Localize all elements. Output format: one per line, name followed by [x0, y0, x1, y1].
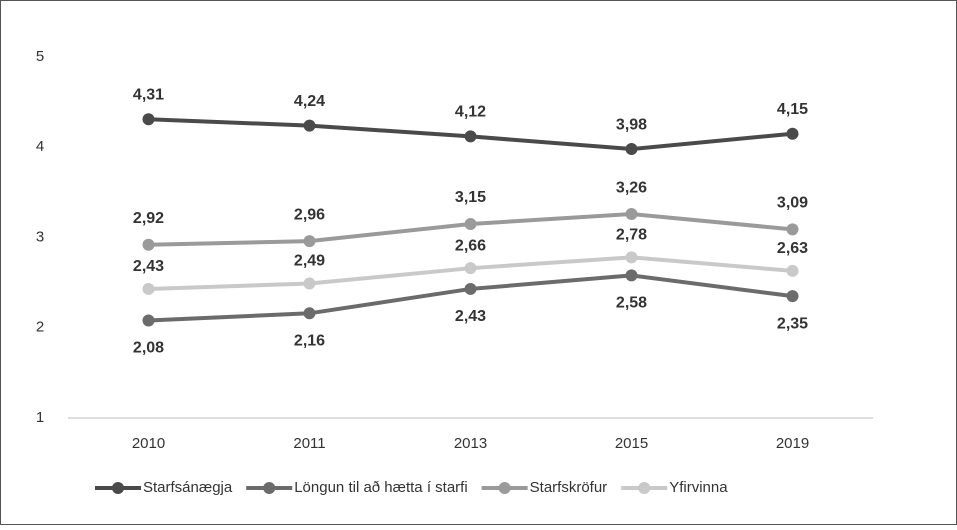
value-label: 2,78: [616, 227, 647, 244]
y-tick-label: 2: [36, 319, 44, 336]
point: [786, 264, 799, 277]
point: [786, 127, 799, 140]
value-label: 3,26: [616, 179, 647, 196]
point: [303, 119, 316, 132]
point: [142, 282, 155, 295]
y-tick-label: 4: [36, 138, 44, 155]
point: [625, 208, 638, 221]
legend-label: Starfskröfur: [530, 479, 608, 496]
point: [625, 251, 638, 264]
legend-label: Starfsánægja: [143, 479, 233, 496]
legend-marker: [638, 482, 651, 494]
value-label: 2,66: [455, 237, 486, 254]
point: [303, 307, 316, 320]
value-label: 2,08: [133, 340, 164, 357]
legend-label: Löngun til að hætta í starfi: [294, 479, 467, 496]
x-tick-label: 2015: [615, 435, 648, 452]
value-label: 2,96: [294, 206, 325, 223]
legend-marker: [263, 482, 276, 494]
value-label: 4,24: [294, 93, 325, 110]
value-label: 2,92: [133, 210, 164, 227]
value-label: 2,49: [294, 253, 325, 270]
value-label: 2,58: [616, 295, 647, 312]
point: [625, 269, 638, 282]
point: [303, 277, 316, 290]
value-label: 4,12: [455, 104, 486, 121]
value-label: 2,63: [777, 240, 808, 257]
point: [464, 130, 477, 143]
x-tick-label: 2013: [454, 435, 487, 452]
legend-marker: [112, 482, 124, 494]
point: [786, 223, 799, 236]
point: [786, 290, 799, 303]
value-label: 3,98: [616, 116, 647, 133]
value-label: 2,43: [455, 308, 486, 325]
x-tick-label: 2019: [776, 435, 809, 452]
x-tick-label: 2011: [293, 435, 325, 452]
legend-marker: [498, 482, 511, 494]
legend-label: Yfirvinna: [669, 479, 728, 496]
value-label: 3,09: [777, 195, 808, 212]
point: [464, 282, 477, 295]
point: [142, 238, 155, 251]
point: [464, 262, 477, 275]
value-label: 4,31: [133, 86, 164, 103]
point: [625, 143, 638, 156]
y-tick-label: 3: [36, 228, 44, 245]
y-tick-label: 5: [36, 48, 44, 65]
value-label: 2,35: [777, 315, 808, 332]
value-label: 2,43: [133, 258, 164, 275]
point: [303, 235, 316, 248]
x-tick-label: 2010: [132, 435, 165, 452]
value-label: 4,15: [777, 101, 808, 118]
y-tick-label: 1: [36, 409, 44, 426]
point: [142, 314, 155, 327]
point: [142, 113, 155, 126]
point: [464, 217, 477, 230]
value-label: 3,15: [455, 189, 486, 206]
value-label: 2,16: [294, 333, 325, 350]
